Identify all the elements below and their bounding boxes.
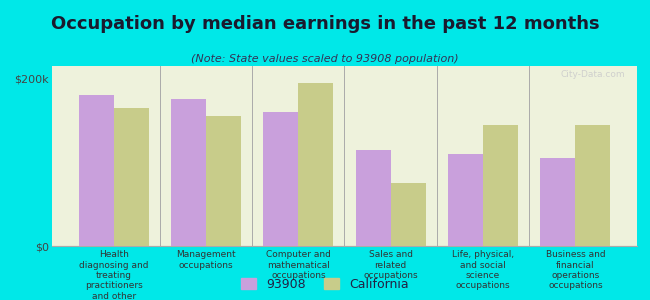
Text: City-Data.com: City-Data.com bbox=[561, 70, 625, 79]
Bar bbox=[540, 158, 575, 246]
Bar bbox=[356, 150, 391, 246]
Bar bbox=[391, 183, 426, 246]
Bar bbox=[171, 100, 206, 246]
Bar bbox=[575, 124, 610, 246]
Legend: 93908, California: 93908, California bbox=[241, 278, 409, 291]
Text: Occupation by median earnings in the past 12 months: Occupation by median earnings in the pas… bbox=[51, 15, 599, 33]
Bar bbox=[448, 154, 483, 246]
Bar bbox=[114, 108, 149, 246]
Text: (Note: State values scaled to 93908 population): (Note: State values scaled to 93908 popu… bbox=[191, 54, 459, 64]
Bar bbox=[483, 124, 518, 246]
Bar bbox=[206, 116, 241, 246]
Bar bbox=[79, 95, 114, 246]
Bar bbox=[263, 112, 298, 246]
Bar bbox=[298, 83, 333, 246]
